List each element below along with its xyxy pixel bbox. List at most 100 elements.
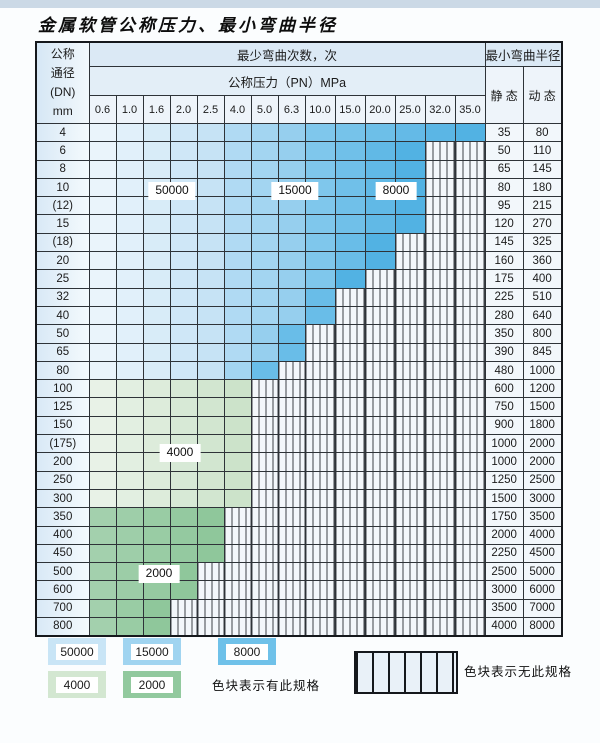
table-row: 350 1750 3500 bbox=[35, 507, 563, 527]
no-spec-cell bbox=[454, 452, 486, 472]
spec-cell bbox=[115, 525, 144, 545]
no-spec-cell bbox=[304, 598, 336, 619]
spec-cell bbox=[88, 324, 117, 344]
dn-cell: 400 bbox=[35, 525, 90, 545]
spec-cell bbox=[169, 470, 198, 490]
table-row: 4 35 80 bbox=[35, 122, 563, 143]
spec-cell bbox=[250, 324, 279, 344]
table-row: (18) 145 325 bbox=[35, 232, 563, 253]
no-spec-cell bbox=[364, 617, 396, 637]
no-spec-cell bbox=[304, 525, 336, 545]
static-value-cell: 4000 bbox=[484, 617, 524, 637]
no-spec-cell bbox=[424, 488, 456, 509]
dynamic-value-cell: 360 bbox=[522, 251, 563, 271]
table-row: 250 1250 2500 bbox=[35, 470, 563, 490]
no-spec-cell bbox=[424, 470, 456, 490]
legend-has-spec-text: 色块表示有此规格 bbox=[212, 679, 321, 693]
spec-cell bbox=[169, 379, 198, 399]
no-spec-cell bbox=[364, 452, 396, 472]
spec-cell bbox=[364, 122, 396, 143]
spec-cell bbox=[142, 269, 171, 289]
dn-cell: (18) bbox=[35, 232, 90, 253]
spec-cell bbox=[250, 251, 279, 271]
no-spec-cell bbox=[454, 617, 486, 637]
no-spec-cell bbox=[454, 434, 486, 454]
spec-cell bbox=[304, 251, 336, 271]
spec-cell bbox=[196, 141, 225, 161]
no-spec-cell bbox=[454, 269, 486, 289]
no-spec-cell bbox=[277, 488, 306, 509]
spec-cell bbox=[223, 251, 252, 271]
spec-cell bbox=[196, 342, 225, 362]
no-spec-cell bbox=[454, 543, 486, 564]
spec-cell bbox=[334, 177, 366, 198]
dn-header-line: 通径 bbox=[50, 66, 75, 80]
dn-cell: 350 bbox=[35, 507, 90, 527]
spec-cell bbox=[277, 251, 306, 271]
pressure-col-header: 32.0 bbox=[424, 95, 456, 124]
spec-cell bbox=[304, 269, 336, 289]
table-row: 40 280 640 bbox=[35, 305, 563, 326]
dynamic-value-cell: 80 bbox=[522, 122, 563, 143]
no-spec-cell bbox=[304, 397, 336, 417]
no-spec-cell bbox=[277, 562, 306, 582]
header-row-2: 公称压力（PN）MPa 静 态 动 态 bbox=[36, 66, 563, 124]
spec-cell bbox=[115, 251, 144, 271]
spec-cell bbox=[169, 488, 198, 509]
no-spec-cell bbox=[394, 379, 426, 399]
no-spec-cell bbox=[304, 617, 336, 637]
spec-cell bbox=[223, 379, 252, 399]
dn-cell: 8 bbox=[35, 159, 90, 179]
spec-cell bbox=[169, 305, 198, 326]
pressure-col-header: 6.3 bbox=[277, 95, 306, 124]
spec-cell bbox=[115, 122, 144, 143]
spec-cell bbox=[196, 525, 225, 545]
no-spec-cell bbox=[334, 452, 366, 472]
no-spec-cell bbox=[454, 342, 486, 362]
no-spec-cell bbox=[424, 617, 456, 637]
no-spec-cell bbox=[250, 470, 279, 490]
pressure-col-header: 10.0 bbox=[304, 95, 336, 124]
spec-cell bbox=[394, 141, 426, 161]
dynamic-value-cell: 1000 bbox=[522, 360, 563, 381]
no-spec-cell bbox=[424, 342, 456, 362]
spec-cell bbox=[334, 141, 366, 161]
bend-cycles-header: 最少弯曲次数，次 bbox=[88, 41, 486, 67]
spec-cell bbox=[223, 287, 252, 307]
pressure-col-header: 1.6 bbox=[142, 95, 171, 124]
no-spec-cell bbox=[277, 617, 306, 637]
dn-cell: 300 bbox=[35, 488, 90, 509]
no-spec-cell bbox=[424, 379, 456, 399]
spec-cell bbox=[196, 305, 225, 326]
no-spec-cell bbox=[277, 452, 306, 472]
no-spec-cell bbox=[424, 305, 456, 326]
no-spec-cell bbox=[424, 196, 456, 216]
legend-swatch-value: 2000 bbox=[131, 676, 173, 693]
no-spec-cell bbox=[454, 324, 486, 344]
dn-cell: 150 bbox=[35, 415, 90, 436]
spec-cell bbox=[88, 452, 117, 472]
dynamic-value-cell: 4500 bbox=[522, 543, 563, 564]
spec-cell bbox=[223, 452, 252, 472]
spec-cell bbox=[250, 305, 279, 326]
dynamic-value-cell: 5000 bbox=[522, 562, 563, 582]
no-spec-cell bbox=[277, 598, 306, 619]
table-row: 200 1000 2000 bbox=[35, 452, 563, 472]
dn-cell: 15 bbox=[35, 214, 90, 234]
spec-cell bbox=[196, 397, 225, 417]
static-value-cell: 3500 bbox=[484, 598, 524, 619]
table-row: 100 600 1200 bbox=[35, 379, 563, 399]
no-spec-cell bbox=[454, 415, 486, 436]
no-spec-cell bbox=[223, 580, 252, 600]
spec-cell bbox=[88, 269, 117, 289]
spec-cell bbox=[196, 543, 225, 564]
dynamic-header: 动 态 bbox=[522, 66, 563, 124]
spec-cell bbox=[169, 397, 198, 417]
dynamic-value-cell: 2500 bbox=[522, 470, 563, 490]
spec-cell bbox=[88, 507, 117, 527]
no-spec-cell bbox=[196, 617, 225, 637]
legend-swatch-value: 50000 bbox=[56, 643, 98, 660]
no-spec-cell bbox=[304, 360, 336, 381]
dn-cell: 200 bbox=[35, 452, 90, 472]
no-spec-cell bbox=[250, 525, 279, 545]
